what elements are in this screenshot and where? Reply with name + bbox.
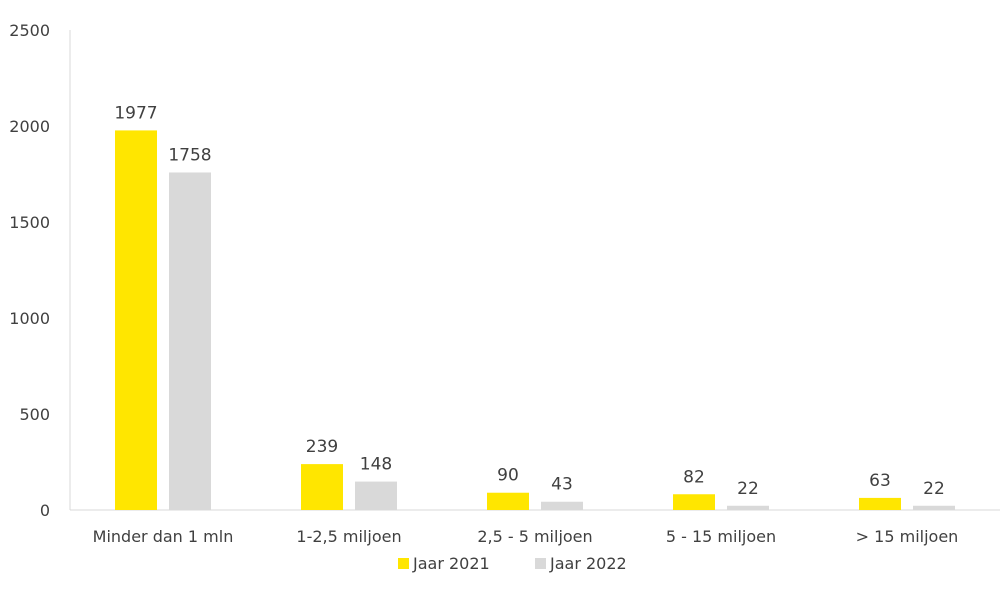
y-axis: 0 500 1000 1500 2000 2500 [9,21,71,520]
bar [355,481,397,510]
data-label: 22 [923,479,945,499]
x-tick-label: 5 - 15 miljoen [666,527,776,546]
x-axis: Minder dan 1 mln 1-2,5 miljoen 2,5 - 5 mil… [70,509,1000,546]
data-label: 1977 [114,103,157,123]
bar [487,492,529,510]
x-tick-label: Minder dan 1 mln [93,527,234,546]
y-tick-label: 500 [19,405,50,424]
data-labels: 1977 1758 239 148 90 43 82 22 63 22 [114,103,944,498]
data-label: 63 [869,471,891,491]
bar [727,505,769,510]
x-tick-label: 1-2,5 miljoen [296,527,401,546]
data-label: 239 [306,437,338,457]
legend: Jaar 2021 Jaar 2022 [398,554,627,573]
bar [913,505,955,510]
y-tick-label: 1500 [9,213,50,232]
y-tick-label: 2000 [9,117,50,136]
y-tick-label: 0 [40,501,50,520]
bar [301,464,343,510]
bar [169,172,211,511]
bar [115,130,157,510]
bar [859,497,901,510]
data-label: 22 [737,479,759,499]
bar [673,494,715,510]
data-label: 82 [683,467,705,487]
bars [115,130,955,511]
x-tick-label: > 15 miljoen [856,527,959,546]
y-tick-label: 1000 [9,309,50,328]
y-tick-label: 2500 [9,21,50,40]
legend-swatch [398,558,409,569]
x-tick-label: 2,5 - 5 miljoen [477,527,592,546]
legend-label: Jaar 2021 [412,554,490,573]
legend-label: Jaar 2022 [549,554,627,573]
data-label: 43 [551,475,573,495]
legend-swatch [535,558,546,569]
data-label: 90 [497,466,519,486]
data-label: 148 [360,455,392,475]
data-label: 1758 [168,145,211,165]
bar [541,501,583,510]
